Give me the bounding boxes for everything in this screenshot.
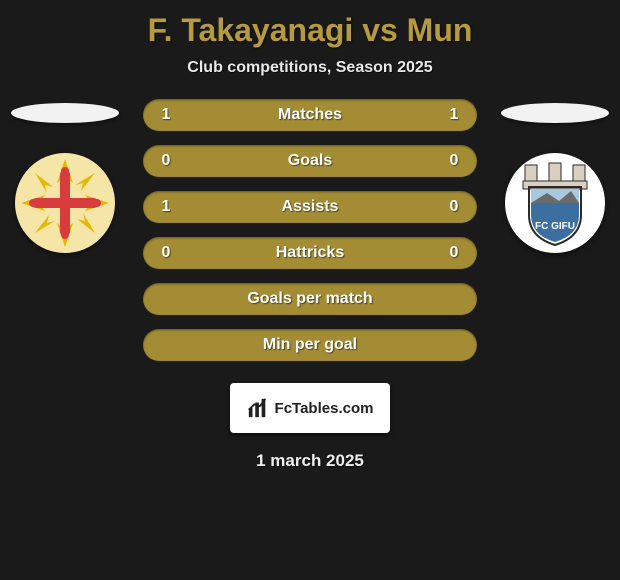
right-team-badge: FC GIFU: [505, 153, 605, 253]
stat-label: Goals per match: [175, 290, 445, 308]
stats-column: 1Matches10Goals01Assists00Hattricks0Goal…: [135, 99, 485, 361]
title-player2: Mun: [407, 12, 473, 48]
stat-row: 0Hattricks0: [143, 237, 477, 269]
stat-row: Goals per match: [143, 283, 477, 315]
title-vs: vs: [362, 12, 398, 48]
svg-text:FC GIFU: FC GIFU: [535, 221, 575, 232]
stat-label: Assists: [175, 198, 445, 216]
left-badge-svg: [15, 153, 115, 253]
stat-row: Min per goal: [143, 329, 477, 361]
stat-row: 0Goals0: [143, 145, 477, 177]
stat-label: Hattricks: [175, 244, 445, 262]
stat-label: Min per goal: [175, 336, 445, 354]
chart-icon: [247, 397, 269, 419]
stat-value-right: 1: [445, 106, 463, 124]
stat-value-right: 0: [445, 198, 463, 216]
stat-label: Matches: [175, 106, 445, 124]
root: F. Takayanagi vs Mun Club competitions, …: [0, 0, 620, 471]
left-team-badge: [15, 153, 115, 253]
right-shadow-ellipse: [501, 103, 609, 123]
left-badge-column: [6, 99, 124, 253]
subtitle: Club competitions, Season 2025: [187, 59, 432, 77]
stat-label: Goals: [175, 152, 445, 170]
right-badge-column: FC GIFU: [496, 99, 614, 253]
left-shadow-ellipse: [11, 103, 119, 123]
stat-row: 1Matches1: [143, 99, 477, 131]
right-badge-svg: FC GIFU: [505, 153, 605, 253]
fctables-label: FcTables.com: [275, 400, 374, 417]
fctables-watermark: FcTables.com: [230, 383, 390, 433]
stat-value-left: 1: [157, 106, 175, 124]
stat-value-left: 0: [157, 244, 175, 262]
title-player1: F. Takayanagi: [148, 12, 354, 48]
stat-row: 1Assists0: [143, 191, 477, 223]
date-label: 1 march 2025: [256, 451, 364, 471]
stat-value-left: 1: [157, 198, 175, 216]
main-row: 1Matches10Goals01Assists00Hattricks0Goal…: [0, 99, 620, 361]
stat-value-left: 0: [157, 152, 175, 170]
stat-value-right: 0: [445, 152, 463, 170]
stat-value-right: 0: [445, 244, 463, 262]
page-title: F. Takayanagi vs Mun: [148, 12, 473, 49]
